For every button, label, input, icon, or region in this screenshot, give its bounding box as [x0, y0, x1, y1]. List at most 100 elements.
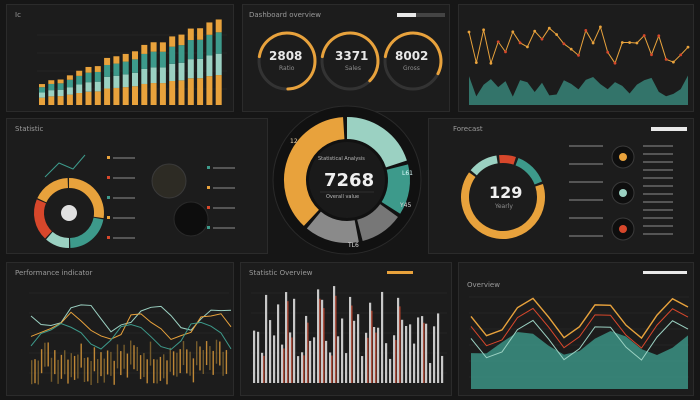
- bar-segment: [113, 63, 120, 76]
- sparkline: [44, 154, 86, 178]
- donut-segment: [515, 157, 543, 185]
- line-series: [470, 297, 689, 340]
- line-area-chart: [467, 25, 690, 105]
- bar: [186, 349, 188, 374]
- bar: [222, 351, 224, 376]
- bar: [397, 297, 400, 383]
- area-series: [469, 75, 688, 105]
- donut-segment: [69, 217, 104, 248]
- donut-segment: [499, 155, 516, 165]
- line-series: [30, 321, 232, 351]
- bar: [110, 351, 112, 376]
- data-point: [657, 34, 661, 38]
- bar-segment: [132, 86, 138, 105]
- data-point: [606, 50, 610, 54]
- legend-text-line: [569, 181, 603, 183]
- legend-text-line: [113, 217, 135, 219]
- bar-segment: [66, 75, 73, 80]
- bar: [297, 356, 300, 383]
- bar: [113, 360, 115, 385]
- ring-line-2: Overall value: [326, 194, 360, 200]
- donut-segment: [34, 199, 53, 239]
- bar: [106, 350, 109, 375]
- bar: [285, 292, 288, 383]
- ring-line-1: Statistical Analysis: [318, 156, 365, 162]
- ring-seg-label-1: 12: [290, 138, 298, 145]
- bar: [353, 320, 356, 383]
- bar-segment: [104, 76, 111, 89]
- legend-text-line: [643, 169, 673, 171]
- bar-segment: [159, 67, 166, 84]
- legend-swatch: [207, 166, 210, 169]
- bar-segment: [76, 84, 83, 94]
- data-point: [533, 29, 537, 33]
- bar: [70, 353, 72, 378]
- legend-text-line: [569, 217, 603, 219]
- ring-seg-label-3: Y45: [400, 202, 412, 209]
- gauge-label-2: Sales: [345, 65, 361, 72]
- data-point: [569, 47, 573, 51]
- bar-accent: [395, 340, 397, 383]
- bar: [139, 355, 142, 380]
- legend-text-line: [643, 185, 673, 187]
- donut-segment: [46, 231, 70, 248]
- bar: [409, 324, 412, 383]
- bar-segment: [85, 91, 92, 105]
- data-point: [511, 30, 515, 34]
- bar-accent: [371, 310, 373, 383]
- bar-segment: [48, 80, 55, 84]
- donut-segment: [68, 178, 104, 219]
- bar: [381, 291, 384, 383]
- bar: [393, 335, 396, 383]
- bar: [196, 341, 198, 366]
- bar: [437, 313, 440, 383]
- bar-segment: [141, 83, 148, 105]
- bar: [289, 332, 292, 383]
- kpi-circle: [173, 201, 209, 237]
- legend-text-line: [569, 235, 603, 237]
- legend-text-line: [113, 177, 135, 179]
- bar-segment: [85, 72, 92, 83]
- bar-segment: [122, 74, 129, 88]
- bar-segment: [39, 87, 45, 93]
- bar-segment: [76, 70, 83, 76]
- bar: [120, 351, 122, 376]
- forecast-sub: Yearly: [495, 203, 513, 210]
- bar-accent: [291, 337, 293, 383]
- panel-line-chart: [458, 4, 694, 112]
- ring-segment: [306, 211, 359, 243]
- bar: [421, 316, 424, 383]
- line-series: [30, 311, 232, 341]
- segmented-ring: [272, 105, 422, 255]
- bar: [64, 350, 66, 375]
- bar: [215, 339, 218, 364]
- bar-segment: [169, 63, 176, 81]
- panel-gauges: Dashboard overview 2808 Ratio 3371 Sales…: [242, 4, 450, 112]
- bar-segment: [57, 89, 64, 97]
- bar: [172, 351, 175, 376]
- legend-text-line: [213, 227, 235, 229]
- bar-segment: [197, 28, 204, 40]
- bar-accent: [287, 301, 289, 383]
- bar: [212, 350, 214, 375]
- donut-and-icons: [461, 145, 673, 241]
- bar-accent: [335, 295, 337, 383]
- bar: [87, 357, 89, 382]
- legend-text-line: [113, 237, 135, 239]
- bar: [73, 355, 76, 380]
- bar: [90, 360, 92, 385]
- legend-text-line: [213, 207, 235, 209]
- bar-segment: [66, 87, 73, 95]
- panel-statistic-overview: Statistic Overview: [240, 262, 452, 396]
- bar-segment: [104, 57, 111, 65]
- legend-text-line: [643, 153, 673, 155]
- bar: [257, 331, 260, 383]
- bar: [77, 354, 79, 379]
- legend-swatch: [207, 186, 210, 189]
- bar-segment: [169, 36, 176, 47]
- bar: [321, 299, 324, 383]
- bar: [225, 350, 228, 375]
- ring-seg-label-4: TL6: [348, 242, 359, 249]
- gauge-value-2: 3371: [335, 49, 369, 63]
- bar-segment: [159, 83, 166, 105]
